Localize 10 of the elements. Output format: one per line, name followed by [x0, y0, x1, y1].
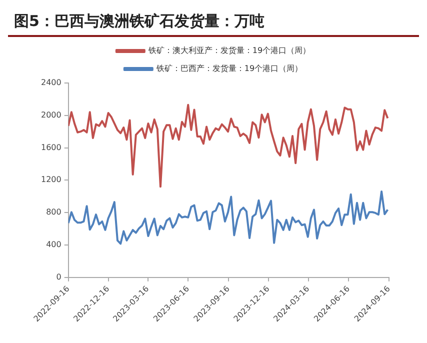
- legend-label: 铁矿：巴西产：发货量：19个港口（周）: [155, 64, 303, 74]
- y-tick-label: 1200: [41, 175, 62, 184]
- legend-label: 铁矿：澳大利亚产：发货量：19个港口（周）: [147, 46, 311, 56]
- y-tick-label: 400: [46, 240, 62, 250]
- y-tick-label: 2000: [41, 110, 62, 120]
- y-tick-label: 0: [56, 272, 62, 282]
- y-tick-label: 2400: [41, 78, 62, 88]
- y-tick-label: 800: [46, 208, 62, 217]
- y-tick-label: 1600: [41, 142, 62, 152]
- chart-title: 图5：巴西与澳洲铁矿石发货量：万吨: [8, 8, 419, 37]
